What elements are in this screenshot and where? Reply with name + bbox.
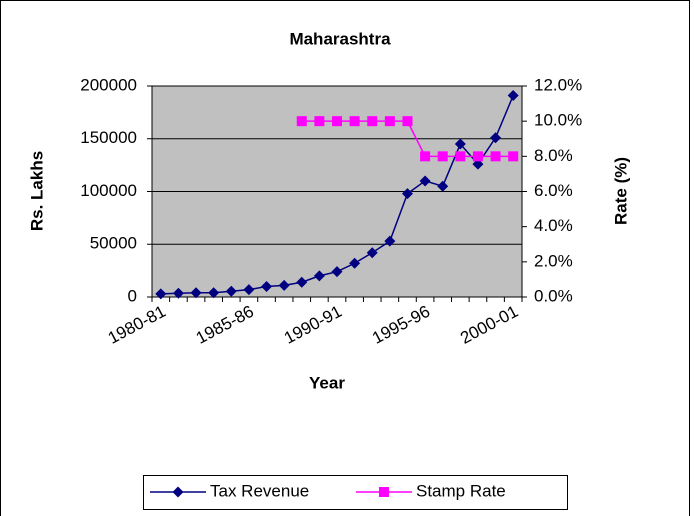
data-point bbox=[437, 151, 448, 162]
data-point bbox=[261, 280, 273, 292]
data-point bbox=[243, 284, 255, 296]
data-point bbox=[314, 116, 325, 127]
legend-marker bbox=[379, 487, 389, 497]
data-point bbox=[420, 151, 431, 162]
data-point bbox=[155, 288, 167, 300]
y2-tick-label: 4.0% bbox=[534, 216, 573, 235]
legend-marker bbox=[172, 486, 184, 498]
y-tick-label: 0 bbox=[128, 286, 137, 305]
data-point bbox=[384, 235, 396, 247]
data-point bbox=[419, 175, 431, 187]
data-point bbox=[313, 270, 325, 282]
data-point bbox=[508, 151, 519, 162]
data-point bbox=[507, 89, 519, 101]
y-tick-label: 50000 bbox=[90, 234, 137, 253]
data-point bbox=[349, 257, 361, 269]
legend bbox=[143, 475, 568, 510]
data-point bbox=[402, 116, 413, 127]
y2-tick-label: 6.0% bbox=[534, 181, 573, 200]
x-axis-label: Year bbox=[309, 373, 345, 392]
y2-tick-label: 0.0% bbox=[534, 286, 573, 305]
data-point bbox=[401, 188, 413, 200]
data-point bbox=[296, 116, 307, 127]
data-point bbox=[208, 287, 220, 299]
y-tick-label: 100000 bbox=[80, 181, 137, 200]
legend-label: Tax Revenue bbox=[210, 481, 309, 500]
y2-tick-label: 2.0% bbox=[534, 251, 573, 270]
data-point bbox=[384, 116, 395, 127]
y-tick-label: 200000 bbox=[80, 75, 137, 94]
data-point bbox=[367, 116, 378, 127]
y2-tick-label: 12.0% bbox=[534, 75, 582, 94]
y-axis-label: Rs. Lakhs bbox=[27, 151, 46, 231]
data-point bbox=[296, 276, 308, 288]
data-point bbox=[366, 247, 378, 259]
legend-label: Stamp Rate bbox=[416, 481, 506, 500]
y2-axis-label: Rate (%) bbox=[611, 157, 630, 225]
data-point bbox=[278, 279, 290, 291]
y2-tick-label: 10.0% bbox=[534, 111, 582, 130]
data-point bbox=[490, 151, 501, 162]
data-point bbox=[225, 285, 237, 297]
data-point bbox=[331, 266, 343, 278]
chart-title: Maharashtra bbox=[289, 29, 391, 48]
data-point bbox=[472, 151, 483, 162]
y2-tick-label: 8.0% bbox=[534, 146, 573, 165]
data-point bbox=[490, 132, 502, 144]
y-tick-label: 150000 bbox=[80, 128, 137, 147]
data-point bbox=[332, 116, 342, 127]
data-point bbox=[437, 180, 449, 192]
data-point bbox=[454, 138, 466, 150]
data-point bbox=[172, 287, 184, 299]
data-point bbox=[190, 287, 202, 299]
data-point bbox=[349, 116, 360, 127]
data-point bbox=[455, 151, 466, 162]
